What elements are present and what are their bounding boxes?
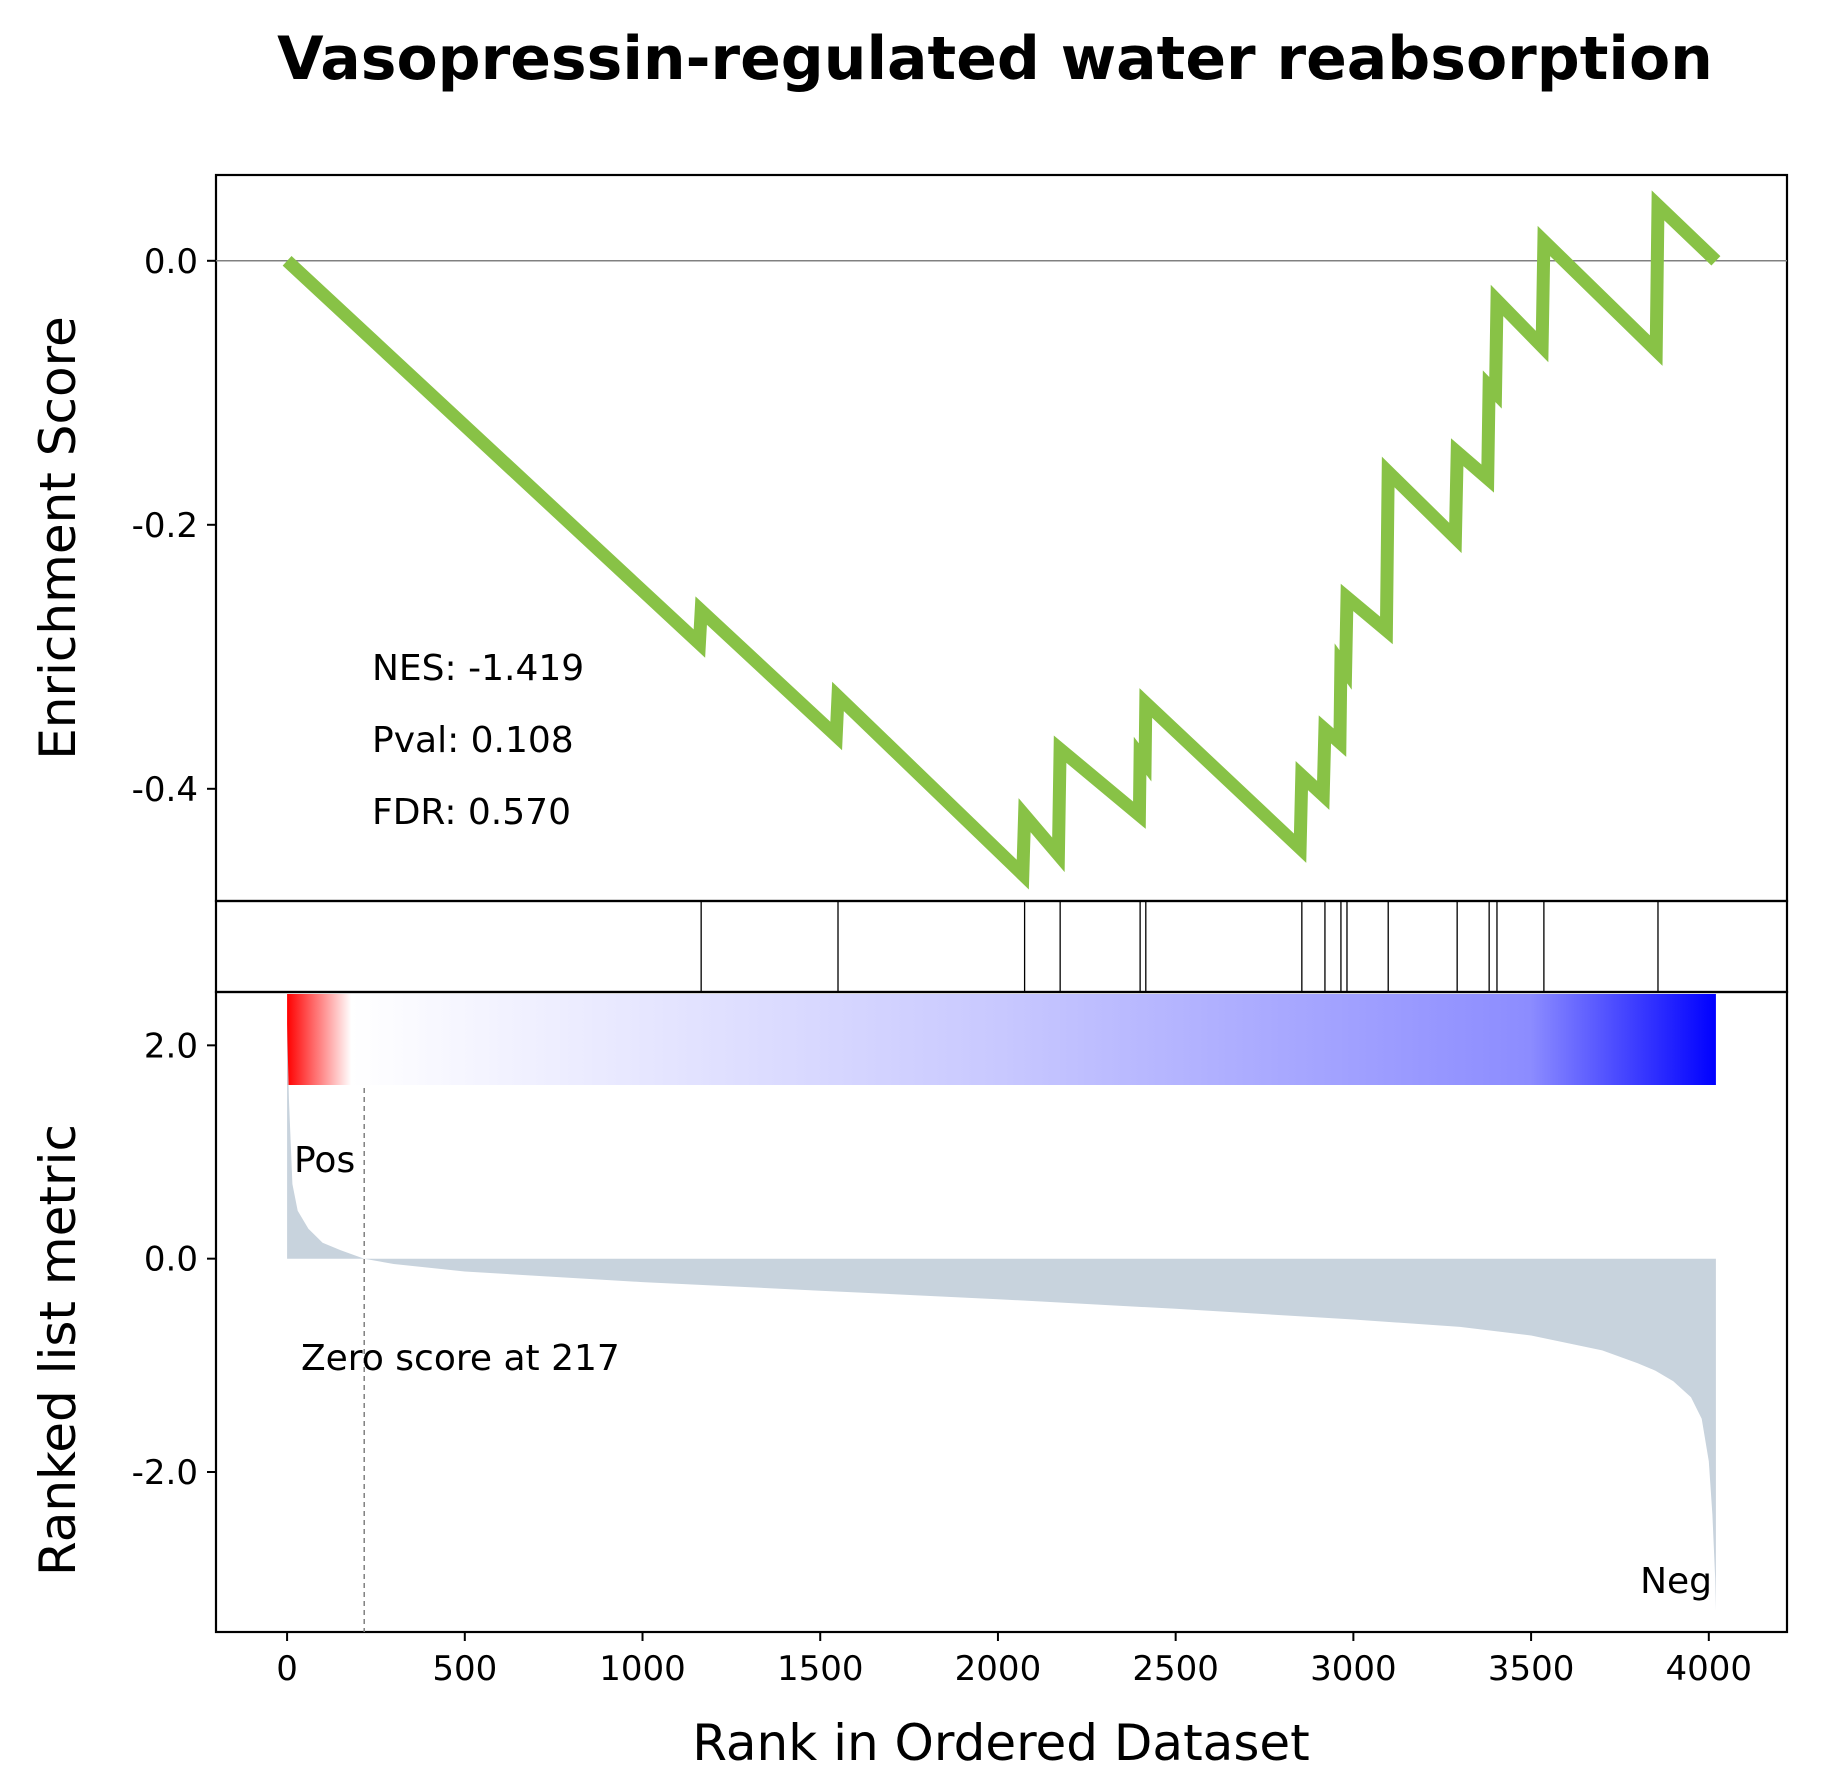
x-tick-label: 3500 [1488,1649,1575,1689]
enrichment-panel: 0.0 -0.2 -0.4 NES: -1.419 Pval: 0.108 FDR:… [29,173,1789,903]
hits-frame [214,899,1789,994]
ranked-frame [214,990,1789,1634]
x-tick-label: 3000 [1310,1649,1397,1689]
fdr-stat: FDR: 0.570 [372,792,571,833]
ranked-y-ticks: 2.0 0.0 -2.0 [132,1026,216,1493]
enrichment-y-tick-label: 0.0 [144,242,198,282]
hits-panel [214,899,1789,994]
x-tick-label: 500 [432,1649,497,1689]
zero-score-label: Zero score at 217 [301,1338,620,1379]
enrichment-y-tick-label: -0.2 [132,506,198,546]
nes-stat: NES: -1.419 [372,648,584,689]
hit-lines [700,901,1659,992]
ranked-metric-area [287,1024,1716,1611]
x-tick-label: 1500 [777,1649,864,1689]
neg-label: Neg [1640,1561,1712,1602]
x-tick-label: 4000 [1666,1649,1753,1689]
enrichment-y-label: Enrichment Score [29,316,87,760]
x-tick-label: 2000 [955,1649,1042,1689]
ranked-y-tick-label: 2.0 [144,1026,198,1066]
x-tick-label: 0 [276,1649,298,1689]
x-tick-label: 1000 [599,1649,686,1689]
pval-stat: Pval: 0.108 [372,720,574,761]
pos-label: Pos [294,1140,355,1181]
ranked-y-tick-label: -2.0 [132,1453,198,1493]
enrichment-y-tick-label: -0.4 [132,770,198,810]
chart-title: Vasopressin-regulated water reabsorption [277,24,1713,94]
enrichment-score-line [282,190,1721,890]
x-axis-label: Rank in Ordered Dataset [692,1714,1309,1772]
enrichment-y-ticks: 0.0 -0.2 -0.4 [132,242,216,810]
x-axis-ticks: 0 500 1000 1500 2000 2500 3000 3500 4000 [276,1632,1752,1689]
rank-color-bar [287,994,1716,1085]
ranked-y-tick-label: 0.0 [144,1240,198,1280]
x-tick-label: 2500 [1132,1649,1219,1689]
ranked-y-label: Ranked list metric [29,1124,87,1576]
ranked-metric-panel: 2.0 0.0 -2.0 Pos Zero score at 217 Neg Ran… [29,990,1789,1634]
